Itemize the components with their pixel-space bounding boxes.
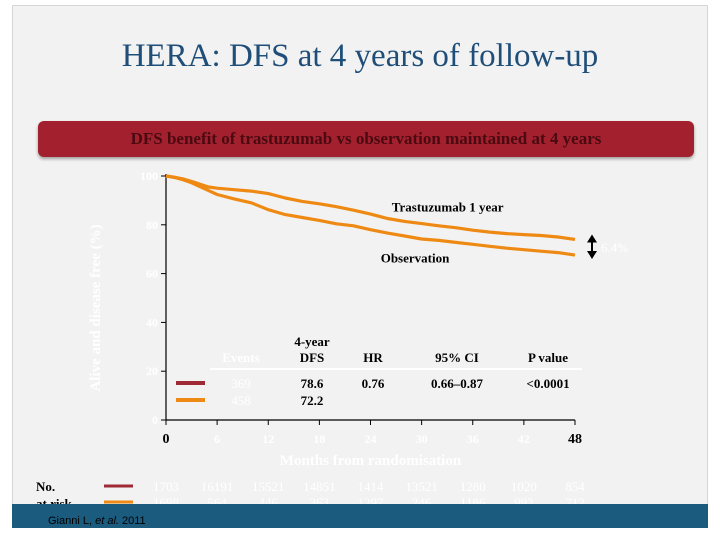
- bottom-bar: [12, 504, 708, 528]
- x-axis-title: Months from randomisation: [280, 453, 462, 469]
- banner: DFS benefit of trastuzumab vs observatio…: [38, 121, 694, 157]
- y-tick-label: 60: [146, 267, 158, 281]
- stats-events-cell: 369: [231, 376, 251, 391]
- x-tick-label: 36: [467, 432, 479, 446]
- slide-title: HERA: DFS at 4 years of follow-up: [121, 38, 599, 74]
- dfs-header: DFS: [300, 350, 325, 365]
- at-risk-cell: 14851: [303, 479, 336, 494]
- y-axis-title: Alive and disease free (%): [88, 224, 104, 391]
- citation-year: 2011: [118, 515, 146, 527]
- p-header: P value: [528, 350, 568, 365]
- citation: Gianni L, et al. 2011: [48, 515, 146, 527]
- stats-ci-cell: 0.66–0.87: [431, 376, 484, 391]
- difference-label: 6.4%: [601, 240, 628, 255]
- dfs-header-top: 4-year: [294, 334, 330, 349]
- difference-arrow-down-icon: [587, 250, 597, 259]
- events-header: Events: [222, 350, 260, 365]
- ci-header: 95% CI: [435, 350, 479, 365]
- stats-hr-cell: 0.76: [362, 376, 385, 391]
- stats-events-cell: 458: [231, 393, 251, 408]
- x-tick-label: 6: [214, 432, 220, 446]
- stats-table: 4-year Events DFS HR 95% CI P value 369 78.6 0.7…: [176, 334, 582, 408]
- x-tick-label: 24: [365, 432, 377, 446]
- at-risk-cell: 1414: [358, 479, 385, 494]
- x-tick-label: 42: [518, 432, 530, 446]
- at-risk-cell: 15521: [252, 479, 285, 494]
- at-risk-cell: 16191: [201, 479, 234, 494]
- citation-etal: et al.: [95, 515, 119, 527]
- stats-dfs-cell: 72.2: [301, 393, 324, 408]
- stats-p-cell: <0.0001: [526, 376, 569, 391]
- at-risk-label-line1: No.: [36, 479, 55, 494]
- stats-dfs-cell: 78.6: [301, 376, 324, 391]
- x-tick-label: 12: [262, 432, 274, 446]
- citation-author: Gianni L,: [48, 515, 96, 527]
- observation-label: Observation: [381, 251, 450, 266]
- chart-curves: [165, 174, 576, 257]
- y-tick-label: 100: [140, 169, 158, 183]
- x-tick-label: 30: [416, 432, 428, 446]
- at-risk-cell: 1703: [153, 479, 179, 494]
- at-risk-cell: 13521: [405, 479, 438, 494]
- chart-labels: Trastuzumab 1 year Observation 6.4%: [381, 199, 629, 265]
- y-tick-label: 0: [152, 413, 158, 427]
- trastuzumab-curve: [165, 174, 576, 241]
- at-risk-cell: 1020: [511, 479, 537, 494]
- hr-header: HR: [363, 350, 383, 365]
- trastuzumab-label: Trastuzumab 1 year: [392, 199, 504, 214]
- at-risk-cell: 854: [565, 479, 585, 494]
- y-tick-label: 80: [146, 218, 158, 232]
- x-tick-label: 48: [568, 432, 582, 447]
- difference-arrow-up-icon: [587, 234, 597, 243]
- y-tick-label: 40: [146, 315, 158, 329]
- chart-axes: 0 20 40 60 80 100 0 6 12 18 24 30 36 42 48 Months from …: [88, 169, 582, 469]
- observation-curve: [165, 174, 576, 257]
- x-tick-label: 0: [163, 432, 170, 447]
- x-tick-label: 18: [313, 432, 325, 446]
- at-risk-cell: 1280: [460, 479, 486, 494]
- y-tick-label: 20: [146, 364, 158, 378]
